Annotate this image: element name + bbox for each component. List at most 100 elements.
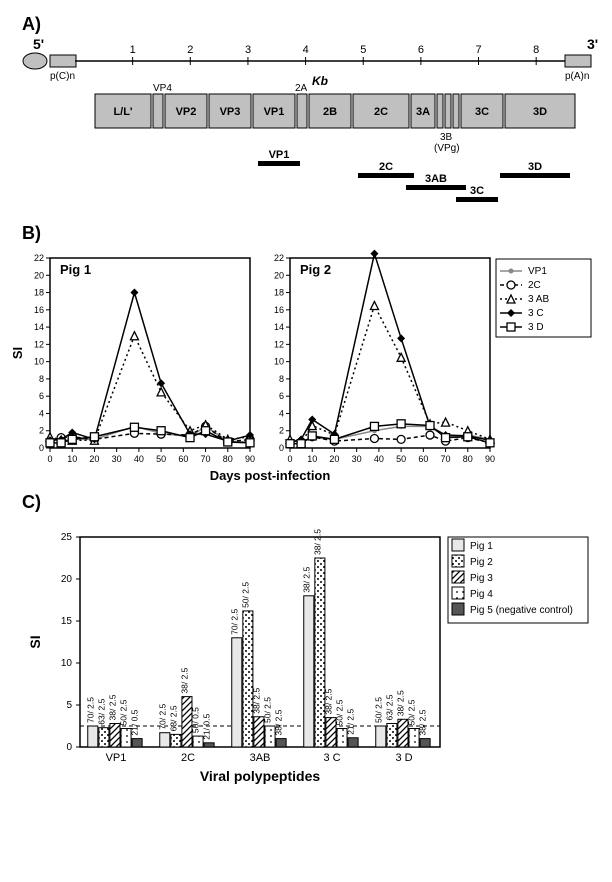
svg-text:63/ 2.5: 63/ 2.5 xyxy=(96,698,106,724)
svg-text:4: 4 xyxy=(39,408,44,418)
svg-text:14: 14 xyxy=(34,322,44,332)
svg-text:15: 15 xyxy=(61,616,73,627)
svg-text:50/ 2.5: 50/ 2.5 xyxy=(407,699,417,725)
svg-text:80: 80 xyxy=(463,454,473,464)
svg-text:SI: SI xyxy=(27,635,43,648)
svg-text:SI: SI xyxy=(10,347,25,359)
svg-text:70: 70 xyxy=(201,454,211,464)
svg-text:Pig 2: Pig 2 xyxy=(300,262,331,277)
svg-text:0: 0 xyxy=(66,742,72,753)
svg-text:p(A)n: p(A)n xyxy=(565,71,589,82)
genome-diagram: 5'p(C)n12345678p(A)n3'KbL/L'VP2VP3VP12B2… xyxy=(10,39,600,219)
svg-text:63/ 2.5: 63/ 2.5 xyxy=(168,705,178,731)
svg-text:20: 20 xyxy=(61,574,73,585)
svg-text:40: 40 xyxy=(134,454,144,464)
svg-text:2B: 2B xyxy=(323,106,337,118)
svg-text:38/ 2.5: 38/ 2.5 xyxy=(274,709,284,735)
svg-text:50/ 2.5: 50/ 2.5 xyxy=(119,699,129,725)
svg-text:16: 16 xyxy=(34,305,44,315)
svg-text:50/ 0.5: 50/ 0.5 xyxy=(191,707,201,733)
svg-text:50: 50 xyxy=(396,454,406,464)
svg-text:38/ 2.5: 38/ 2.5 xyxy=(395,690,405,716)
svg-text:21/ 0.5: 21/ 0.5 xyxy=(130,709,140,735)
svg-text:3 D: 3 D xyxy=(395,752,412,764)
svg-text:21/ 0.5: 21/ 0.5 xyxy=(202,714,212,740)
svg-text:16: 16 xyxy=(274,305,284,315)
svg-text:50: 50 xyxy=(156,454,166,464)
svg-text:50/ 2.5: 50/ 2.5 xyxy=(240,582,250,608)
svg-text:3D: 3D xyxy=(533,106,547,118)
svg-text:3 C: 3 C xyxy=(528,308,544,319)
svg-text:18: 18 xyxy=(274,288,284,298)
svg-text:4: 4 xyxy=(303,44,309,56)
svg-text:6: 6 xyxy=(39,391,44,401)
svg-text:8: 8 xyxy=(279,374,284,384)
svg-text:5: 5 xyxy=(360,44,366,56)
svg-text:2C: 2C xyxy=(528,280,541,291)
svg-text:0: 0 xyxy=(47,454,52,464)
svg-text:6: 6 xyxy=(279,391,284,401)
svg-text:p(C)n: p(C)n xyxy=(50,71,75,82)
svg-text:8: 8 xyxy=(39,374,44,384)
svg-text:38/ 2.5: 38/ 2.5 xyxy=(323,688,333,714)
svg-text:63/ 2.5: 63/ 2.5 xyxy=(384,694,394,720)
svg-text:3A: 3A xyxy=(416,106,430,118)
svg-text:3': 3' xyxy=(587,39,598,52)
svg-text:Kb: Kb xyxy=(312,74,328,88)
svg-text:10: 10 xyxy=(274,357,284,367)
svg-text:38/ 2.5: 38/ 2.5 xyxy=(301,567,311,593)
svg-text:(VPg): (VPg) xyxy=(434,143,460,154)
svg-text:8: 8 xyxy=(533,44,539,56)
svg-text:38/ 2.5: 38/ 2.5 xyxy=(418,709,428,735)
svg-text:0: 0 xyxy=(279,443,284,453)
panel-b-label: B) xyxy=(22,223,602,244)
svg-text:Viral polypeptides: Viral polypeptides xyxy=(200,768,321,784)
svg-text:2: 2 xyxy=(39,426,44,436)
bar-chart: 051015202570/ 2.563/ 2.538/ 2.550/ 2.521… xyxy=(10,517,600,797)
svg-text:60: 60 xyxy=(178,454,188,464)
svg-text:3C: 3C xyxy=(470,185,484,197)
svg-text:22: 22 xyxy=(34,253,44,263)
svg-text:80: 80 xyxy=(223,454,233,464)
svg-text:30: 30 xyxy=(112,454,122,464)
svg-text:2A: 2A xyxy=(295,83,308,94)
svg-text:VP1: VP1 xyxy=(528,266,547,277)
svg-text:2C: 2C xyxy=(181,752,195,764)
svg-text:10: 10 xyxy=(67,454,77,464)
svg-text:3 AB: 3 AB xyxy=(528,294,549,305)
svg-text:70: 70 xyxy=(441,454,451,464)
svg-text:0: 0 xyxy=(39,443,44,453)
svg-text:3 C: 3 C xyxy=(323,752,340,764)
svg-text:5: 5 xyxy=(66,700,72,711)
svg-text:70/ 2.5: 70/ 2.5 xyxy=(157,703,167,729)
svg-text:VP4: VP4 xyxy=(153,83,172,94)
svg-text:14: 14 xyxy=(274,322,284,332)
svg-text:20: 20 xyxy=(274,270,284,280)
svg-text:2: 2 xyxy=(279,426,284,436)
svg-text:50/ 2.5: 50/ 2.5 xyxy=(373,697,383,723)
svg-text:Pig 2: Pig 2 xyxy=(470,557,493,568)
svg-text:6: 6 xyxy=(418,44,424,56)
svg-text:70/ 2.5: 70/ 2.5 xyxy=(85,697,95,723)
svg-text:25: 25 xyxy=(61,532,73,543)
svg-text:21/ 2.5: 21/ 2.5 xyxy=(346,708,356,734)
svg-text:Days post-infection: Days post-infection xyxy=(210,468,331,483)
svg-text:22: 22 xyxy=(274,253,284,263)
svg-text:VP1: VP1 xyxy=(269,149,290,161)
svg-text:1: 1 xyxy=(130,44,136,56)
svg-text:12: 12 xyxy=(274,339,284,349)
svg-text:18: 18 xyxy=(34,288,44,298)
svg-text:2C: 2C xyxy=(379,161,393,173)
svg-text:3: 3 xyxy=(245,44,251,56)
svg-text:3B: 3B xyxy=(440,132,453,143)
svg-text:50/ 2.5: 50/ 2.5 xyxy=(263,697,273,723)
svg-text:3 D: 3 D xyxy=(528,322,544,333)
line-charts: 02468101214161820220102030405060708090Pi… xyxy=(10,248,600,488)
svg-text:Pig 4: Pig 4 xyxy=(470,589,493,600)
svg-text:Pig 3: Pig 3 xyxy=(470,573,493,584)
svg-text:4: 4 xyxy=(279,408,284,418)
svg-text:VP1: VP1 xyxy=(264,106,285,118)
panel-c-label: C) xyxy=(22,492,602,513)
svg-text:70/ 2.5: 70/ 2.5 xyxy=(229,609,239,635)
svg-text:3D: 3D xyxy=(528,161,542,173)
